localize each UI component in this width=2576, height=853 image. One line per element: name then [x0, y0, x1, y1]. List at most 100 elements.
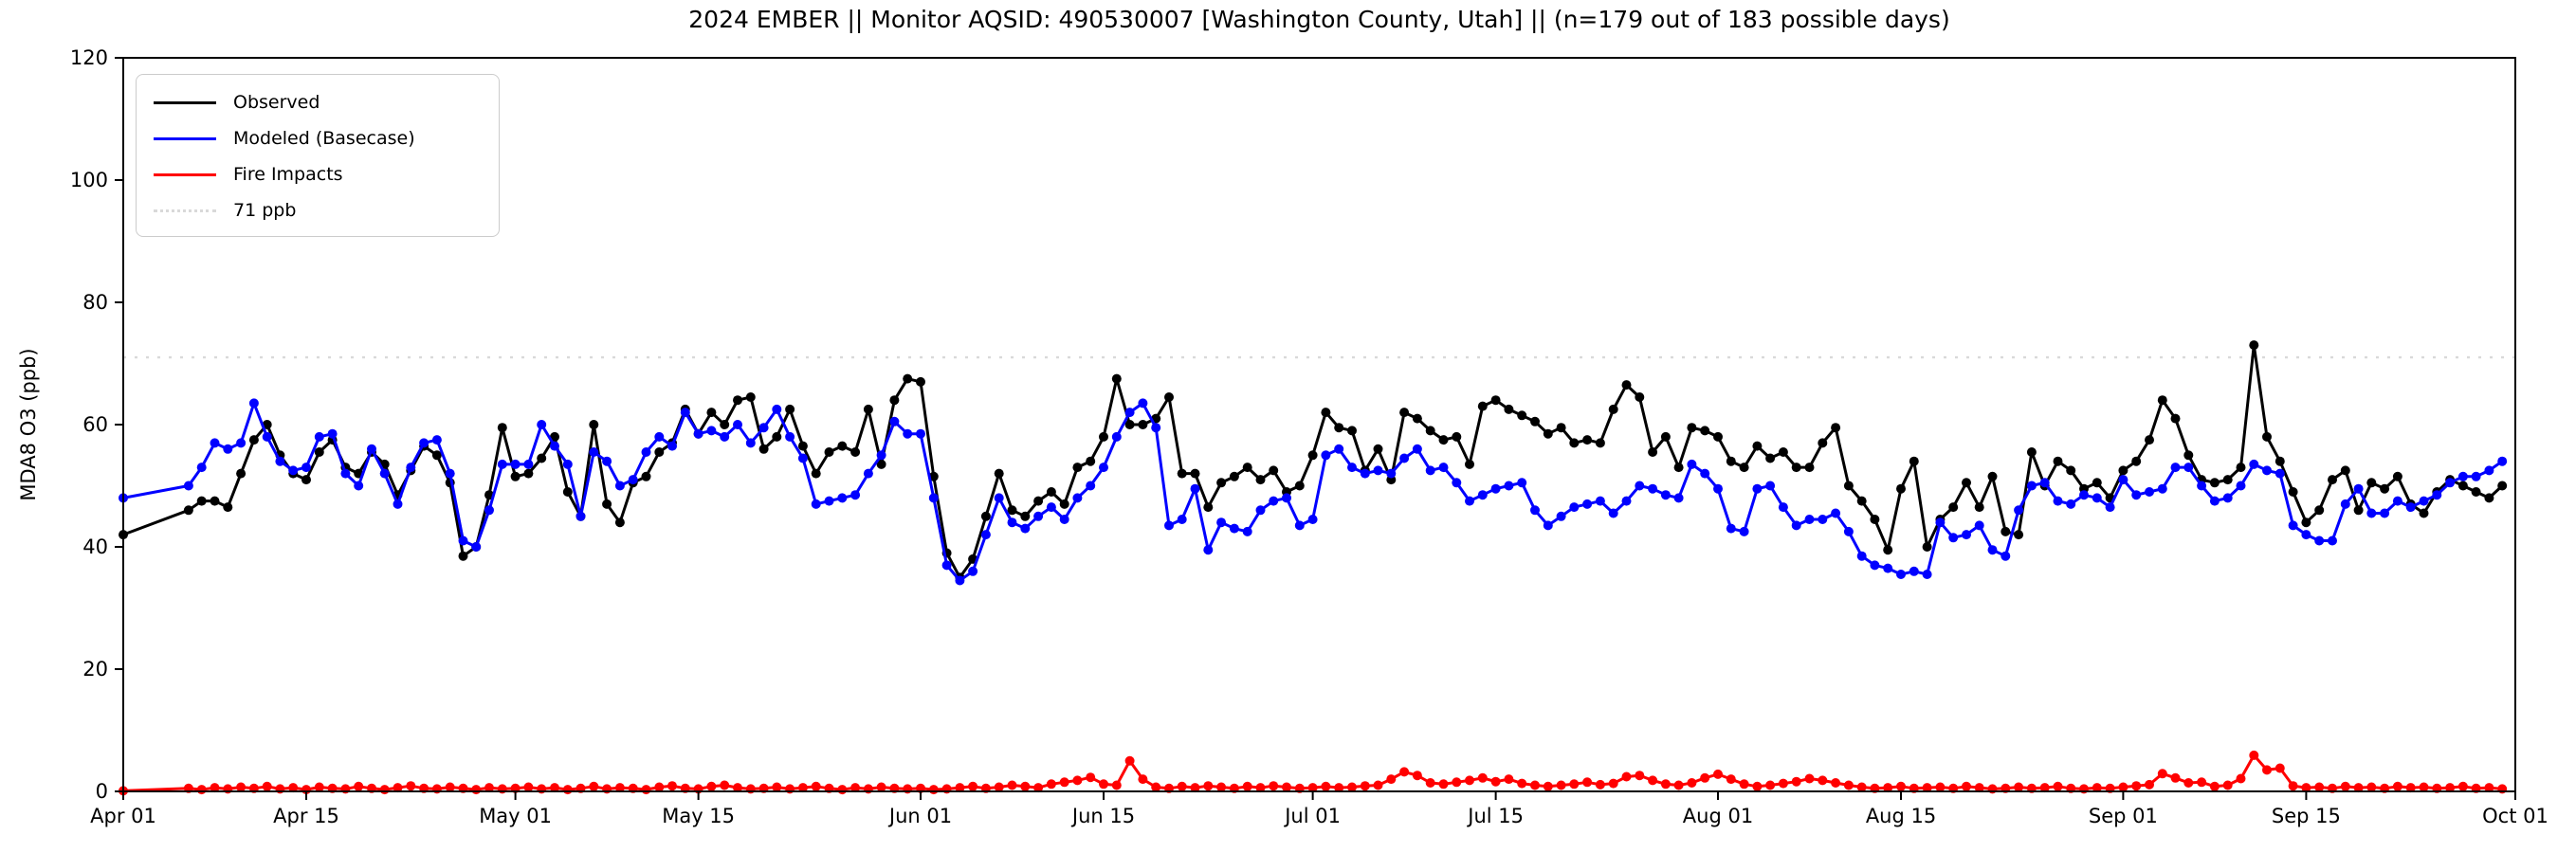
modeled-basecase-point [850, 490, 861, 500]
observed-point [706, 408, 717, 418]
fire-impacts-point [1935, 782, 1946, 792]
fire-impacts-point [1856, 782, 1867, 792]
modeled-basecase-point [1582, 499, 1593, 509]
fire-impacts-point [811, 781, 821, 791]
modeled-basecase-point [1752, 483, 1763, 494]
modeled-basecase-point [1046, 502, 1056, 513]
fire-impacts-point [1569, 779, 1580, 789]
modeled-basecase-point [367, 444, 376, 454]
modeled-basecase-point [706, 426, 717, 436]
fire-impacts-point [1804, 773, 1815, 784]
x-tick-label: Aug 15 [1866, 805, 1936, 827]
observed-point [210, 496, 220, 506]
fire-impacts-point [1922, 783, 1932, 793]
modeled-basecase-point [2392, 496, 2402, 506]
observed-point [1124, 420, 1135, 429]
observed-point [1987, 471, 1998, 481]
observed-point [1086, 456, 1096, 466]
observed-point [745, 392, 756, 402]
observed-point [1818, 438, 1828, 448]
fire-impacts-point [1831, 778, 1841, 788]
observed-point [1020, 511, 1031, 521]
modeled-basecase-point [2288, 520, 2298, 531]
observed-point [1216, 478, 1227, 488]
observed-point [2183, 450, 2194, 461]
modeled-basecase-point [1386, 468, 1397, 479]
modeled-basecase-point [2405, 502, 2416, 513]
modeled-basecase-point [1804, 515, 1815, 524]
x-tick-label: May 15 [662, 805, 735, 827]
modeled-basecase-point [1621, 496, 1632, 506]
modeled-basecase-point [1360, 468, 1370, 479]
modeled-basecase-point [484, 505, 494, 516]
modeled-basecase-point [916, 428, 925, 439]
observed-point [1321, 408, 1331, 418]
observed-point [654, 447, 665, 457]
modeled-basecase-point [445, 468, 455, 479]
modeled-basecase-point [745, 438, 756, 448]
fire-impacts-point [1687, 778, 1697, 788]
fire-impacts-point [379, 785, 390, 795]
observed-point [2066, 465, 2076, 476]
observed-point [2209, 478, 2220, 488]
x-tick-label: Apr 01 [90, 805, 156, 827]
modeled-basecase-point [223, 444, 233, 454]
fire-impacts-point [2118, 782, 2128, 792]
fire-impacts-point [2366, 782, 2377, 792]
modeled-basecase-point [1490, 483, 1501, 494]
fire-impacts-point [1843, 780, 1854, 790]
modeled-basecase-point [1164, 520, 1174, 531]
fire-impacts-point [968, 781, 978, 791]
fire-impacts-point [523, 782, 534, 792]
observed-point [1791, 463, 1801, 473]
observed-point [2118, 465, 2128, 476]
modeled-basecase-point [2236, 481, 2246, 491]
observed-point [458, 551, 468, 561]
observed-point [1177, 468, 1187, 479]
modeled-basecase-point [1843, 526, 1854, 536]
observed-point [1111, 373, 1122, 384]
observed-point [2131, 456, 2142, 466]
observed-point [1635, 392, 1645, 402]
fire-impacts-point [393, 783, 403, 793]
modeled-basecase-point [1909, 566, 1919, 576]
observed-point [1621, 380, 1632, 390]
observed-point [1099, 431, 1108, 442]
observed-point [1804, 463, 1815, 473]
observed-point [811, 468, 821, 479]
fire-impacts-point [1321, 781, 1331, 791]
observed-point [589, 420, 599, 429]
observed-point [928, 471, 939, 481]
fire-impacts-point [550, 783, 559, 793]
modeled-basecase-point [1151, 423, 1161, 433]
observed-point [1660, 431, 1671, 442]
observed-point [1477, 401, 1488, 411]
modeled-basecase-point [354, 481, 364, 491]
modeled-basecase-point [1870, 560, 1880, 571]
observed-point [758, 444, 769, 454]
fire-impacts-point [1582, 777, 1593, 788]
x-tick-label: Aug 01 [1683, 805, 1753, 827]
fire-impacts-point [445, 782, 455, 792]
modeled-basecase-point [471, 542, 482, 552]
observed-point [889, 395, 900, 406]
observed-point [1164, 392, 1174, 402]
observed-point [1556, 423, 1566, 433]
fire-impacts-point [1386, 774, 1397, 785]
observed-point [2001, 526, 2011, 536]
modeled-basecase-point [1072, 493, 1083, 503]
legend-row-fire: Fire Impacts [137, 156, 499, 192]
observed-point [1765, 453, 1776, 463]
observed-point [1046, 487, 1056, 497]
observed-point [850, 447, 861, 457]
modeled-basecase-point [2026, 481, 2037, 491]
fire-impacts-point [2157, 769, 2167, 779]
modeled-basecase-point [1373, 465, 1383, 476]
observed-point [523, 468, 534, 479]
observed-point [1543, 428, 1553, 439]
y-axis-label: MDA8 O3 (ppb) [17, 348, 40, 501]
observed-point [1922, 542, 1932, 552]
modeled-basecase-point [2497, 456, 2508, 466]
observed-point [994, 468, 1004, 479]
observed-point [1203, 502, 1214, 513]
